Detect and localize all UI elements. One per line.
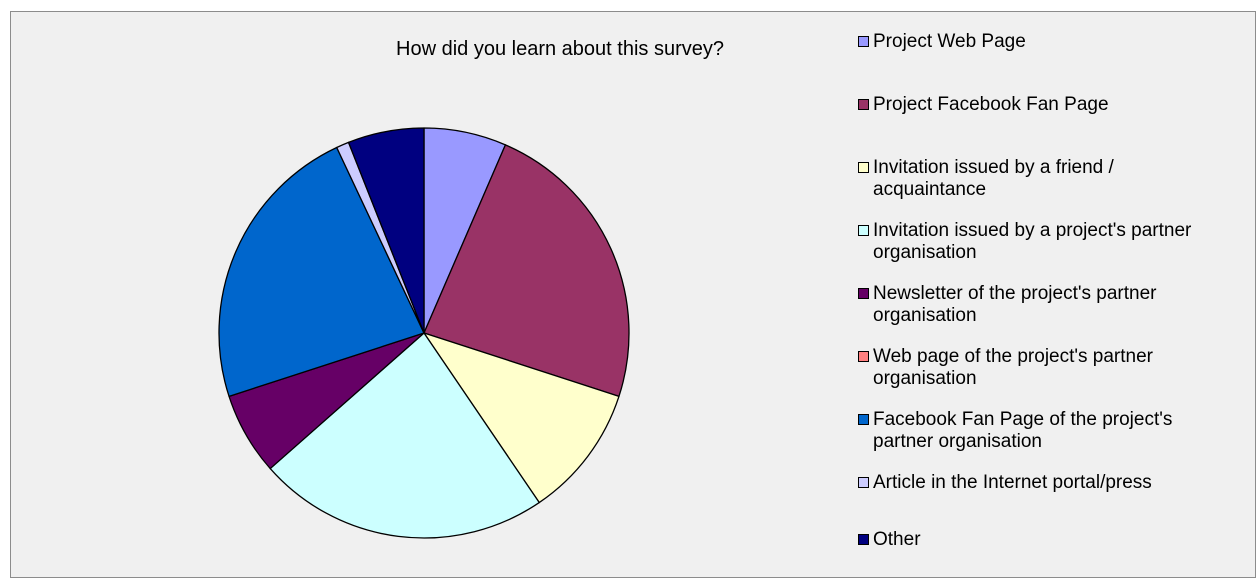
chart-area <box>10 11 1256 578</box>
legend-item: Invitation issued by a project's partner… <box>858 220 1228 264</box>
legend-swatch <box>858 477 869 488</box>
legend-swatch <box>858 288 869 299</box>
legend-label: Article in the Internet portal/press <box>873 472 1152 493</box>
legend-swatch <box>858 414 869 425</box>
legend-label: Project Facebook Fan Page <box>873 94 1109 115</box>
legend-label: Invitation issued by a project's partner… <box>873 220 1192 263</box>
legend-item: Invitation issued by a friend / acquaint… <box>858 157 1228 201</box>
pie-slice-1 <box>423 144 630 397</box>
chart-title: How did you learn about this survey? <box>396 38 724 60</box>
pie-slice-8 <box>347 127 425 334</box>
legend-label: Facebook Fan Page of the project's partn… <box>873 409 1173 452</box>
legend-label: Invitation issued by a friend / acquaint… <box>873 157 1114 200</box>
legend-item: Newsletter of the project's partner orga… <box>858 283 1228 327</box>
legend-item: Article in the Internet portal/press <box>858 472 1228 494</box>
legend-item: Project Facebook Fan Page <box>858 94 1228 116</box>
legend-item: Project Web Page <box>858 31 1228 53</box>
legend-swatch <box>858 36 869 47</box>
legend-item: Other <box>858 529 1228 551</box>
legend-item: Web page of the project's partner organi… <box>858 346 1228 390</box>
pie-chart <box>218 127 630 539</box>
legend-swatch <box>858 99 869 110</box>
legend-swatch <box>858 534 869 545</box>
pie-slice-3 <box>269 332 540 539</box>
pie-slices <box>218 127 630 539</box>
legend-label: Project Web Page <box>873 31 1026 52</box>
pie-slice-2 <box>423 332 620 504</box>
legend-item: Facebook Fan Page of the project's partn… <box>858 409 1228 453</box>
legend-swatch <box>858 162 869 173</box>
pie-slice-6 <box>218 146 425 397</box>
legend-swatch <box>858 225 869 236</box>
legend-swatch <box>858 351 869 362</box>
legend: Project Web Page Project Facebook Fan Pag… <box>858 0 1253 580</box>
legend-label: Other <box>873 529 921 550</box>
legend-label: Newsletter of the project's partner orga… <box>873 283 1157 326</box>
legend-label: Web page of the project's partner organi… <box>873 346 1153 389</box>
